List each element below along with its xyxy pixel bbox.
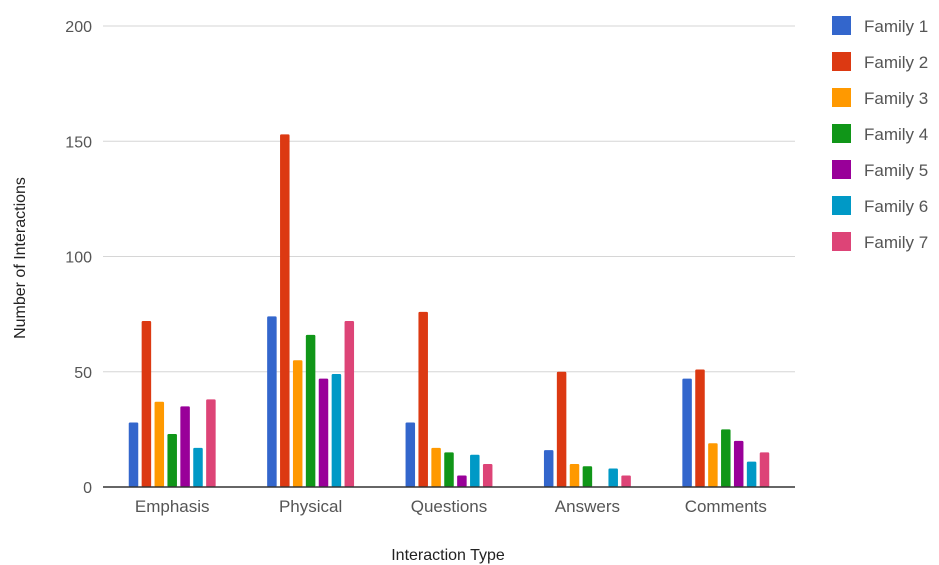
legend-label: Family 6 (864, 197, 928, 216)
bar-family-6-answers (608, 468, 618, 487)
legend-swatch (832, 232, 851, 251)
bar-family-2-emphasis (141, 321, 152, 487)
bar-family-1-emphasis (128, 422, 139, 487)
y-tick-label: 150 (65, 134, 92, 151)
x-category-label: Questions (411, 497, 488, 516)
legend-swatch (832, 196, 851, 215)
x-axis-categories: Emphasis Physical Questions Answers Comments (135, 497, 767, 516)
bar-family-7-emphasis (206, 399, 216, 487)
legend-label: Family 7 (864, 233, 928, 252)
bar-family-7-questions (482, 463, 493, 487)
bar-family-2-physical (280, 134, 290, 487)
legend-label: Family 2 (864, 53, 928, 72)
bar-family-7-physical (344, 321, 355, 487)
gridlines (103, 25, 795, 373)
y-tick-label: 100 (65, 250, 92, 267)
bar-family-1-physical (267, 316, 277, 487)
legend-swatch (832, 88, 851, 107)
bar-family-6-questions (470, 454, 480, 487)
x-category-label: Answers (555, 497, 620, 516)
bar-family-5-comments (733, 440, 744, 487)
bar-family-6-emphasis (193, 447, 203, 487)
legend-label: Family 1 (864, 17, 928, 36)
bar-family-1-answers (543, 450, 554, 487)
legend-label: Family 5 (864, 161, 928, 180)
bar-family-4-emphasis (167, 433, 177, 487)
legend-swatch (832, 52, 851, 71)
legend: Family 1 Family 2 Family 3 Family 4 Family 5… (832, 16, 928, 252)
bar-family-5-physical (318, 378, 329, 487)
bar-family-1-questions (405, 422, 416, 487)
bar-family-5-questions (457, 475, 467, 487)
bar-family-7-comments (759, 452, 770, 487)
x-category-label: Comments (685, 497, 767, 516)
y-tick-label: 0 (83, 480, 92, 497)
bar-family-7-answers (621, 475, 631, 487)
y-axis-ticks: 0 50 100 150 200 (65, 19, 92, 497)
bar-family-2-questions (418, 311, 428, 487)
x-axis-title: Interaction Type (391, 547, 505, 564)
bar-family-3-physical (292, 360, 303, 487)
x-category-label: Emphasis (135, 497, 210, 516)
bar-family-5-emphasis (180, 406, 190, 487)
bar-family-3-emphasis (154, 401, 165, 487)
legend-label: Family 4 (864, 125, 928, 144)
bar-family-1-comments (682, 378, 692, 487)
x-category-label: Physical (279, 497, 342, 516)
y-axis-title: Number of Interactions (12, 177, 29, 339)
legend-swatch (832, 160, 851, 179)
bar-family-2-answers (556, 371, 567, 487)
bar-family-3-questions (431, 447, 441, 487)
legend-swatch (832, 16, 851, 35)
bar-family-4-comments (721, 429, 731, 487)
y-tick-label: 50 (74, 365, 92, 382)
legend-swatch (832, 124, 851, 143)
bar-family-3-comments (708, 443, 718, 487)
bar-family-6-comments (746, 461, 757, 487)
bar-family-4-physical (305, 334, 316, 487)
bar-family-6-physical (331, 374, 342, 487)
bar-family-4-questions (444, 452, 454, 487)
bar-family-3-answers (569, 463, 580, 487)
y-tick-label: 200 (65, 19, 92, 36)
bars (128, 134, 770, 487)
bar-family-4-answers (582, 466, 593, 487)
legend-label: Family 3 (864, 89, 928, 108)
bar-family-2-comments (695, 369, 705, 487)
